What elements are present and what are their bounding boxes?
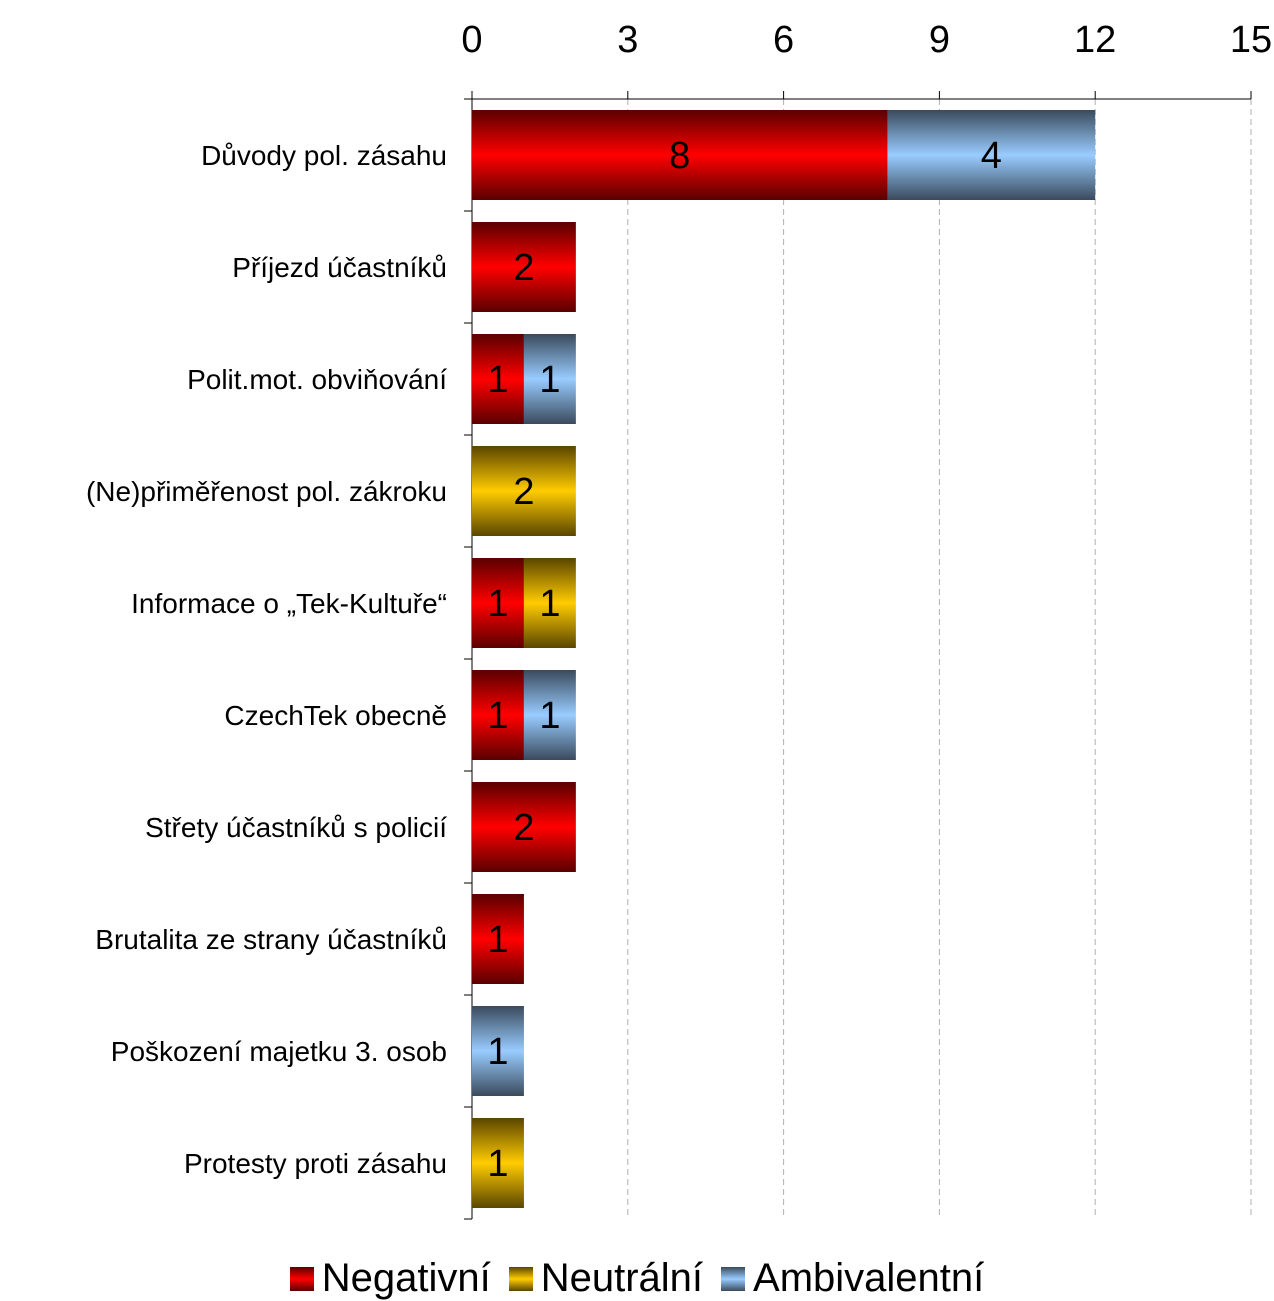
data-label: 1 <box>539 695 560 737</box>
data-label: 4 <box>981 135 1002 177</box>
x-tick-label: 15 <box>1230 19 1272 61</box>
x-tick-label: 12 <box>1074 19 1116 61</box>
legend-item-neutral[interactable]: Neutrální <box>508 1256 704 1301</box>
bar-segment[interactable] <box>523 670 576 760</box>
category-label: Příjezd účastníků <box>232 252 447 283</box>
legend-swatch-ambivalent <box>721 1266 746 1291</box>
legend: Negativní Neutrální Ambivalentní <box>0 1256 1274 1301</box>
category-label: Brutalita ze strany účastníků <box>95 924 447 955</box>
bar-segment[interactable] <box>472 894 524 984</box>
category-label: CzechTek obecně <box>224 700 447 731</box>
bar-segment[interactable] <box>472 222 576 312</box>
category-label: (Ne)přiměřenost pol. zákroku <box>86 476 447 507</box>
data-label: 2 <box>513 247 534 289</box>
bar-segment[interactable] <box>472 110 888 200</box>
bar-segment[interactable] <box>472 334 524 424</box>
data-label: 1 <box>487 1031 508 1073</box>
data-label: 1 <box>539 583 560 625</box>
data-label: 1 <box>487 919 508 961</box>
category-label: Informace o „Tek-Kultuře“ <box>131 588 447 619</box>
data-label: 1 <box>487 1143 508 1185</box>
category-label: Polit.mot. obviňování <box>187 364 447 395</box>
bar-segment[interactable] <box>523 558 576 648</box>
category-label: Protesty proti zásahu <box>184 1148 447 1179</box>
bar-segment[interactable] <box>472 446 576 536</box>
category-label: Střety účastníků s policií <box>145 812 447 843</box>
category-label: Důvody pol. zásahu <box>201 140 447 171</box>
bar-segment[interactable] <box>472 1118 524 1208</box>
data-label: 1 <box>487 583 508 625</box>
bar-segment[interactable] <box>472 670 524 760</box>
data-label: 8 <box>669 135 690 177</box>
legend-item-ambivalent[interactable]: Ambivalentní <box>721 1256 984 1301</box>
data-label: 1 <box>539 359 560 401</box>
category-labels: Důvody pol. zásahu Příjezd účastníků Polit… <box>86 140 447 1179</box>
data-label: 1 <box>487 695 508 737</box>
x-tick-label: 9 <box>929 19 950 61</box>
data-label: 2 <box>513 807 534 849</box>
legend-swatch-neutral <box>508 1266 533 1291</box>
category-label: Poškození majetku 3. osob <box>111 1036 447 1067</box>
bar-segment[interactable] <box>523 334 576 424</box>
legend-label-negative: Negativní <box>321 1256 491 1300</box>
data-label: 1 <box>487 359 508 401</box>
data-label: 2 <box>513 471 534 513</box>
grid <box>627 99 1252 1219</box>
x-tick-label: 0 <box>461 19 482 61</box>
bar-segment[interactable] <box>472 782 576 872</box>
legend-label-neutral: Neutrální <box>540 1256 704 1300</box>
x-tick-label: 3 <box>617 19 638 61</box>
legend-label-ambivalent: Ambivalentní <box>753 1256 985 1300</box>
x-tick-label: 6 <box>773 19 794 61</box>
bar-segment[interactable] <box>887 110 1096 200</box>
bar-segment[interactable] <box>472 558 524 648</box>
legend-item-negative[interactable]: Negativní <box>289 1256 491 1301</box>
legend-swatch-negative <box>289 1266 314 1291</box>
x-axis: 0 3 6 9 12 15 <box>461 19 1272 1220</box>
bar-segment[interactable] <box>472 1006 524 1096</box>
